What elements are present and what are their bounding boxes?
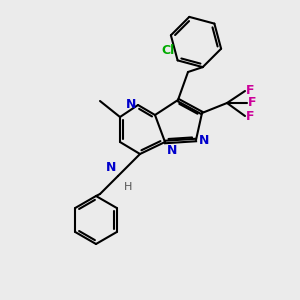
- Text: F: F: [248, 97, 256, 110]
- Text: Cl: Cl: [161, 44, 175, 57]
- Text: F: F: [246, 110, 254, 122]
- Text: N: N: [167, 144, 177, 157]
- Text: F: F: [246, 85, 254, 98]
- Text: N: N: [106, 161, 116, 174]
- Text: H: H: [124, 182, 132, 192]
- Text: N: N: [199, 134, 209, 146]
- Text: N: N: [126, 98, 136, 110]
